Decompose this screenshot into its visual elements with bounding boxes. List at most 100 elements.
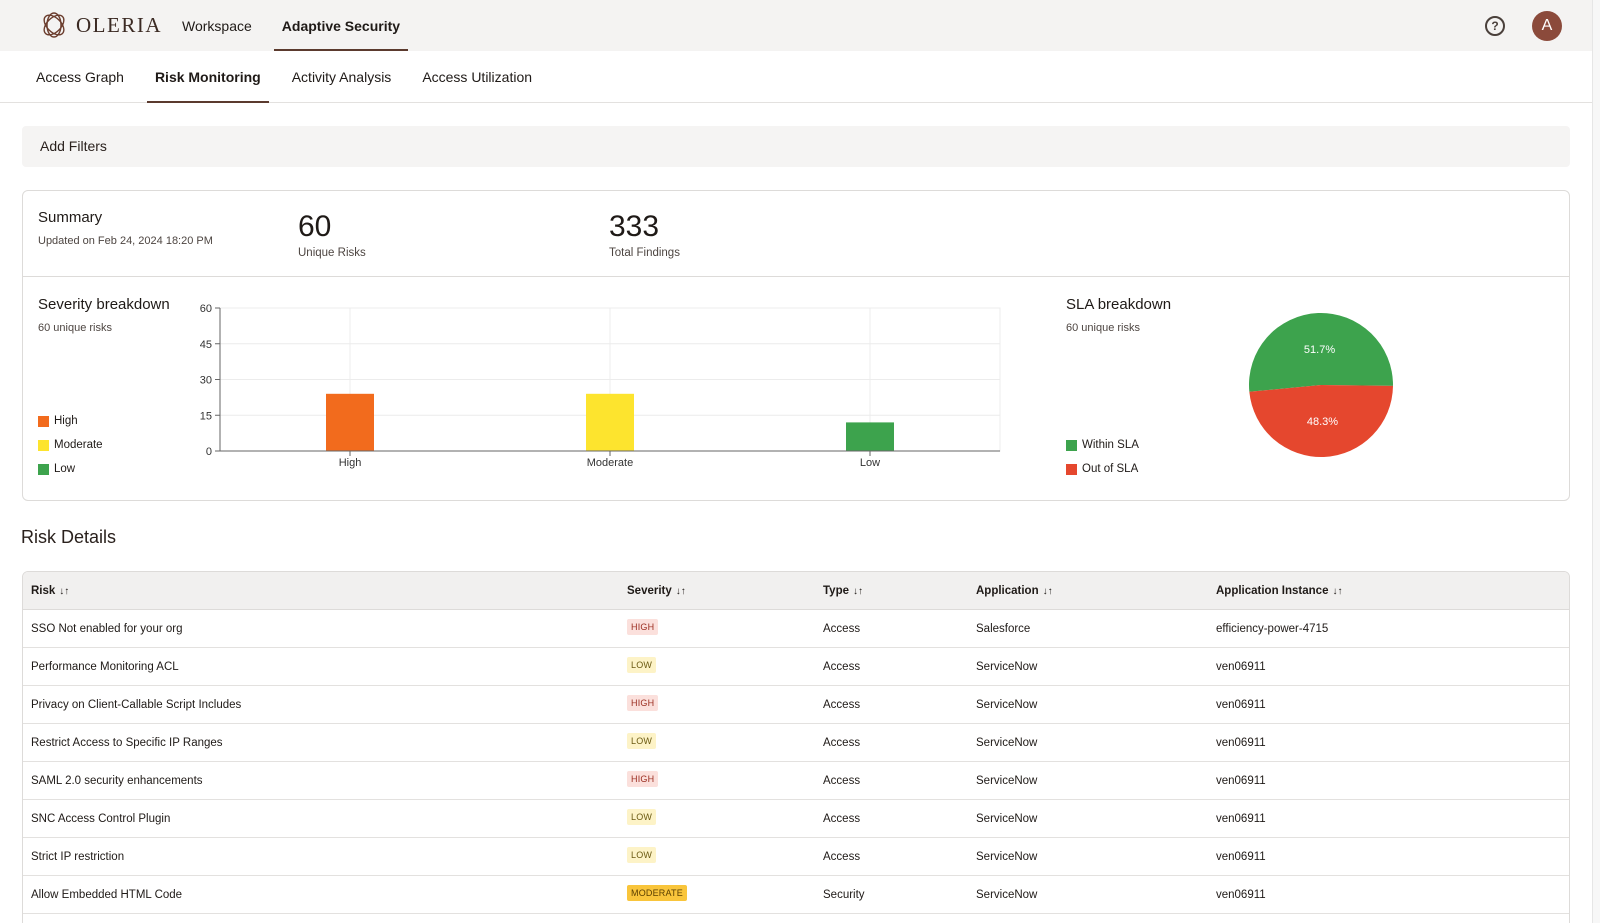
cell-risk[interactable]: Allow Embedded HTML Code <box>31 888 183 901</box>
sort-icon[interactable]: ↓↑ <box>59 585 70 597</box>
cell-application-instance: ven06911 <box>1216 888 1266 901</box>
user-avatar[interactable]: A <box>1532 11 1562 41</box>
column-header-application-instance[interactable]: Application Instance ↓↑ <box>1216 584 1343 597</box>
y-tick-label: 45 <box>200 339 212 351</box>
column-header-risk[interactable]: Risk ↓↑ <box>31 584 70 597</box>
cell-type: Access <box>823 698 861 711</box>
tab-activity-analysis[interactable]: Activity Analysis <box>291 69 392 85</box>
severity-badge: LOW <box>627 808 657 825</box>
severity-legend: High Moderate Low <box>38 409 103 481</box>
cell-severity: LOW <box>619 846 815 865</box>
table-row[interactable]: SNC Access Control Plugin LOW Access Servic… <box>23 800 1569 838</box>
sort-icon[interactable]: ↓↑ <box>675 585 686 597</box>
cell-application-instance: ven06911 <box>1216 736 1266 749</box>
tab-risk-monitoring[interactable]: Risk Monitoring <box>146 51 269 103</box>
cell-risk[interactable]: SAML 2.0 security enhancements <box>31 774 203 787</box>
cell-risk[interactable]: Restrict Access to Specific IP Ranges <box>31 736 223 749</box>
table-row[interactable]: Restrict Access to Specific IP Ranges LOW… <box>23 724 1569 762</box>
brand-name: OLERIA <box>76 12 162 37</box>
help-icon[interactable]: ? <box>1485 16 1505 36</box>
pie-label: 51.7% <box>1304 344 1335 356</box>
cell-type: Access <box>823 812 861 825</box>
x-tick-label: Moderate <box>587 457 633 469</box>
oleria-logo-icon <box>43 12 65 38</box>
sla-legend: Within SLA Out of SLA <box>1066 433 1139 481</box>
table-row[interactable]: Strict IP restriction LOW Access ServiceNow… <box>23 838 1569 876</box>
table-header: Risk ↓↑ Severity ↓↑ Type ↓↑ Application ↓↑ A… <box>23 572 1569 610</box>
y-tick-label: 30 <box>200 375 212 387</box>
cell-application: ServiceNow <box>976 812 1038 825</box>
page-scrollbar[interactable] <box>1592 0 1600 923</box>
legend-label: Low <box>54 463 76 475</box>
legend-item-out-of-sla: Out of SLA <box>1066 457 1139 481</box>
risk-details-table: Risk ↓↑ Severity ↓↑ Type ↓↑ Application ↓↑ A… <box>22 571 1570 923</box>
table-row[interactable]: Allow Embedded HTML Code MODERATE Security… <box>23 876 1569 914</box>
top-nav: Workspace Adaptive Security <box>174 0 422 51</box>
cell-risk[interactable]: SSO Not enabled for your org <box>31 622 183 635</box>
cell-application: ServiceNow <box>976 660 1038 673</box>
sort-icon[interactable]: ↓↑ <box>1042 585 1053 597</box>
sort-icon[interactable]: ↓↑ <box>853 585 863 597</box>
summary-card: Summary Updated on Feb 24, 2024 18:20 PM… <box>22 190 1570 501</box>
cell-application: ServiceNow <box>976 736 1038 749</box>
sort-icon[interactable]: ↓↑ <box>1332 585 1343 597</box>
legend-label: Moderate <box>54 439 103 451</box>
cell-severity: LOW <box>619 808 815 827</box>
table-row[interactable]: SAML 2.0 security enhancements HIGH Access… <box>23 762 1569 800</box>
cell-risk[interactable]: Privacy on Client-Callable Script Includ… <box>31 698 242 711</box>
legend-swatch <box>1066 463 1077 475</box>
cell-type: Security <box>823 888 865 901</box>
y-tick-label: 0 <box>206 446 212 458</box>
bar-low <box>846 422 894 451</box>
column-header-severity[interactable]: Severity ↓↑ <box>627 584 686 597</box>
cell-application-instance: ven06911 <box>1216 774 1266 787</box>
cell-type: Access <box>823 622 861 635</box>
metric-label: Unique Risks <box>298 247 366 259</box>
column-header-application[interactable]: Application ↓↑ <box>976 584 1053 597</box>
legend-swatch <box>1066 439 1077 451</box>
severity-badge: LOW <box>627 656 657 673</box>
x-tick-label: Low <box>860 457 880 469</box>
legend-label: Out of SLA <box>1082 463 1139 475</box>
metric-unique-risks: 60 Unique Risks <box>298 209 366 259</box>
severity-badge: LOW <box>627 846 657 863</box>
bar-high <box>326 393 374 451</box>
sub-nav: Access Graph Risk Monitoring Activity An… <box>0 51 1592 103</box>
table-row[interactable]: SSO Not enabled for your org HIGH Access Sa… <box>23 610 1569 648</box>
column-header-type[interactable]: Type ↓↑ <box>823 584 863 597</box>
severity-badge: HIGH <box>627 618 659 635</box>
legend-label: High <box>54 415 78 427</box>
metric-total-findings: 333 Total Findings <box>609 209 680 259</box>
y-tick-label: 15 <box>200 410 212 422</box>
cell-severity: LOW <box>619 732 815 751</box>
table-row[interactable]: Privacy on Client-Callable Script Includ… <box>23 686 1569 724</box>
tab-access-graph[interactable]: Access Graph <box>36 69 124 85</box>
cell-type: Access <box>823 850 861 863</box>
cell-type: Access <box>823 774 861 787</box>
top-bar: OLERIA Workspace Adaptive Security ? A <box>0 0 1592 51</box>
table-row[interactable] <box>23 914 1569 923</box>
cell-risk[interactable]: Strict IP restriction <box>31 850 125 863</box>
tab-access-utilization[interactable]: Access Utilization <box>422 69 533 85</box>
legend-swatch <box>38 463 49 475</box>
table-row[interactable]: Performance Monitoring ACL LOW Access Servi… <box>23 648 1569 686</box>
brand-logo[interactable]: OLERIA <box>36 11 162 39</box>
metric-value: 60 <box>298 210 332 243</box>
legend-label: Within SLA <box>1082 439 1139 451</box>
add-filters-button[interactable]: Add Filters <box>22 126 1570 167</box>
cell-severity: MODERATE <box>619 884 815 903</box>
cell-application: ServiceNow <box>976 850 1038 863</box>
cell-risk[interactable]: SNC Access Control Plugin <box>31 812 171 825</box>
sla-breakdown-subtitle: 60 unique risks <box>1066 322 1140 334</box>
table-body: SSO Not enabled for your org HIGH Access Sa… <box>23 610 1569 923</box>
bar-moderate <box>586 393 634 451</box>
cell-severity: HIGH <box>619 770 815 789</box>
top-nav-workspace[interactable]: Workspace <box>182 18 252 34</box>
cell-application-instance: ven06911 <box>1216 698 1266 711</box>
legend-swatch <box>38 415 49 427</box>
metric-label: Total Findings <box>609 247 680 259</box>
top-nav-adaptive-security[interactable]: Adaptive Security <box>273 0 409 51</box>
pie-label: 48.3% <box>1307 416 1338 428</box>
cell-risk[interactable]: Performance Monitoring ACL <box>31 660 179 673</box>
cell-application: ServiceNow <box>976 698 1038 711</box>
